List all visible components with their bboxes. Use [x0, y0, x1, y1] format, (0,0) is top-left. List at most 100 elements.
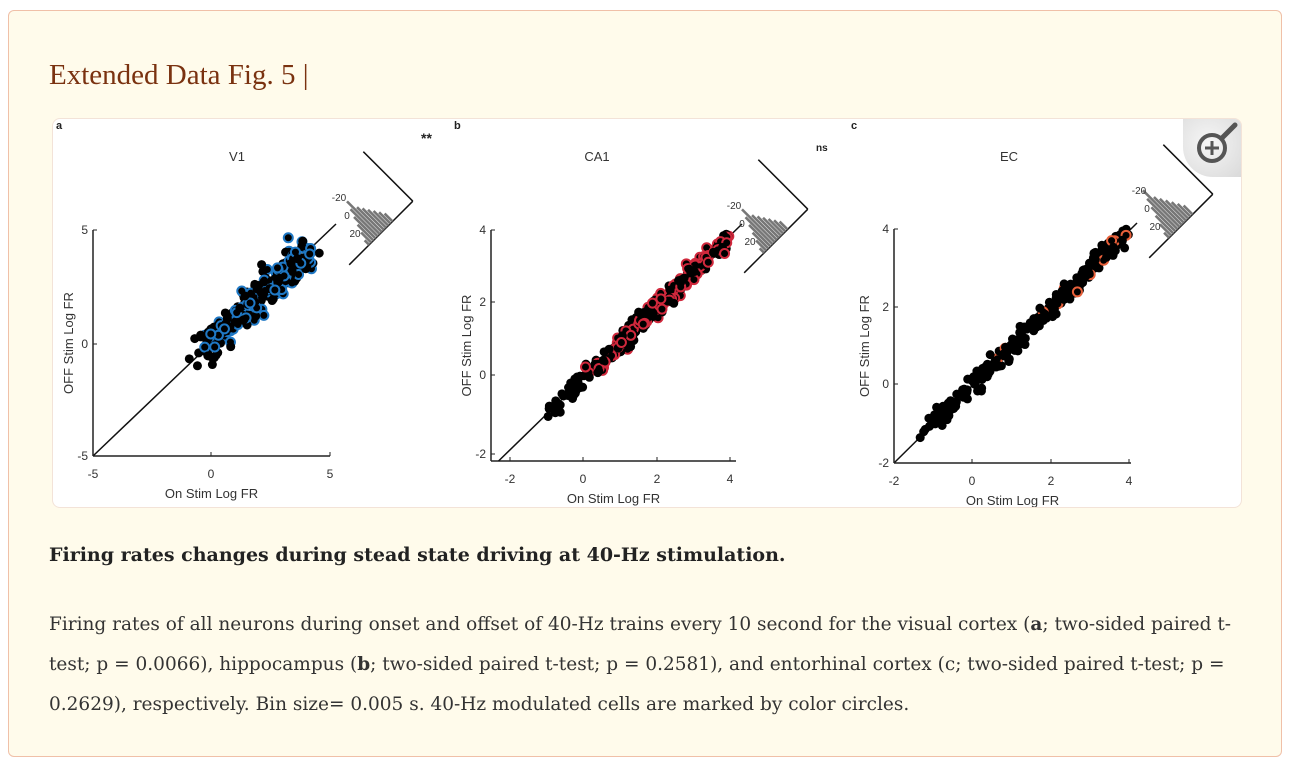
y-tick-label: -5: [77, 449, 88, 463]
caption-title: Firing rates changes during stead state …: [49, 544, 786, 566]
y-tick-label: 0: [81, 337, 88, 351]
histogram-bar: [349, 208, 379, 238]
modulated-cell-point: [702, 256, 714, 268]
histogram-bar: [1152, 196, 1183, 226]
cell-point: [976, 386, 986, 396]
histogram-bar: [767, 218, 785, 235]
x-tick-label: -5: [88, 467, 99, 481]
modulated-cell-point: [282, 232, 294, 244]
panel-label: b: [454, 120, 461, 132]
histogram-bar: [363, 239, 371, 246]
histogram-bar: [353, 216, 377, 240]
inset-tick-label: 20: [1149, 222, 1161, 233]
panel-a: a V1 -5 0 5 -5 0 5 On Stim Log FR OFF Stim Log FR…: [56, 120, 432, 501]
inset-axis: [362, 151, 414, 202]
modulated-cell-point: [271, 262, 283, 274]
inset-axis: [757, 159, 809, 210]
modulated-cell-point: [580, 361, 592, 373]
modulated-cell-point: [615, 336, 627, 348]
x-tick-label: 0: [580, 472, 587, 486]
scatter-figure: a V1 -5 0 5 -5 0 5 On Stim Log FR OFF Stim Log FR…: [56, 120, 1214, 507]
cell-point: [226, 342, 236, 352]
inset-histogram: [346, 151, 414, 266]
histogram-bar: [356, 206, 383, 233]
panel-title: V1: [229, 149, 245, 164]
histogram-bar: [1154, 214, 1175, 235]
cell-point: [962, 387, 972, 397]
y-tick-label: 2: [882, 300, 889, 314]
histogram-bar: [356, 223, 375, 242]
figure-image[interactable]: a V1 -5 0 5 -5 0 5 On Stim Log FR OFF Stim Log FR…: [52, 118, 1242, 508]
cell-point: [192, 361, 202, 371]
histogram-bar: [751, 214, 778, 241]
cell-point: [558, 391, 568, 401]
inset-histogram: [1141, 144, 1214, 259]
x-axis-label: On Stim Log FR: [966, 493, 1059, 507]
cell-point: [196, 330, 206, 340]
caption-text: ; two-sided paired t-test; p = 0.2581), …: [49, 654, 1225, 715]
x-axis-label: On Stim Log FR: [165, 486, 258, 501]
inset-histogram: [741, 159, 809, 274]
figure-title: Extended Data Fig. 5 |: [49, 59, 309, 91]
modulated-cell-point: [637, 318, 649, 330]
histogram-bar: [367, 208, 388, 229]
histogram-bar: [1164, 199, 1188, 222]
zoom-button[interactable]: [1183, 119, 1241, 177]
inset-tick-label: 0: [1144, 204, 1150, 215]
cell-point: [978, 363, 988, 373]
cell-point: [1035, 303, 1045, 313]
cell-point: [709, 247, 719, 257]
x-tick-label: 0: [208, 467, 215, 481]
histogram-bar: [1150, 206, 1177, 233]
caption-body: Firing rates of all neurons during onset…: [49, 605, 1249, 725]
modulated-cell-point: [199, 341, 211, 353]
histogram-bar: [773, 219, 787, 233]
x-tick-label: -2: [889, 474, 900, 488]
cell-point: [240, 291, 250, 301]
histogram-bar: [383, 212, 394, 223]
modulated-cell-point: [205, 328, 217, 340]
histogram-bar: [1146, 197, 1179, 231]
cell-point: [298, 236, 308, 246]
histogram-bar: [748, 224, 772, 248]
y-tick-label: 4: [882, 222, 889, 236]
cell-point: [239, 315, 249, 325]
cell-point: [649, 311, 659, 321]
x-tick-label: 5: [327, 467, 334, 481]
caption-text: Firing rates of all neurons during onset…: [49, 614, 1031, 635]
y-tick-label: 0: [479, 368, 486, 382]
cell-point: [1117, 235, 1127, 245]
y-tick-label: -2: [878, 456, 889, 470]
histogram-bar: [778, 220, 789, 231]
inset-axis: [1162, 144, 1214, 195]
cell-point: [985, 350, 995, 360]
x-tick-label: -2: [505, 472, 516, 486]
cell-point: [1090, 255, 1100, 265]
panel-label: a: [56, 120, 63, 132]
modulated-cell-point: [625, 329, 637, 341]
cell-point: [230, 317, 240, 327]
cell-point: [1020, 324, 1030, 334]
histogram-bar: [1163, 231, 1171, 239]
cell-point: [626, 342, 636, 352]
cell-point: [286, 258, 296, 268]
y-axis-label: OFF Stim Log FR: [459, 295, 474, 397]
zoom-in-icon: [1197, 122, 1238, 163]
inset-tick-label: -20: [727, 201, 742, 212]
cell-point: [594, 366, 604, 376]
cell-point: [669, 298, 679, 308]
cell-point: [1081, 271, 1091, 281]
histogram-bar: [1158, 197, 1185, 224]
inset-axis: [348, 200, 414, 266]
cell-point: [581, 370, 591, 380]
inset-tick-label: 20: [349, 229, 361, 240]
cell-point: [258, 292, 268, 302]
cell-point: [292, 254, 302, 264]
y-tick-label: 0: [882, 377, 889, 391]
cell-point: [574, 381, 584, 391]
cell-point: [314, 248, 324, 258]
cell-point: [1083, 263, 1093, 273]
y-tick-label: 5: [81, 223, 88, 237]
cell-point: [1053, 293, 1063, 303]
